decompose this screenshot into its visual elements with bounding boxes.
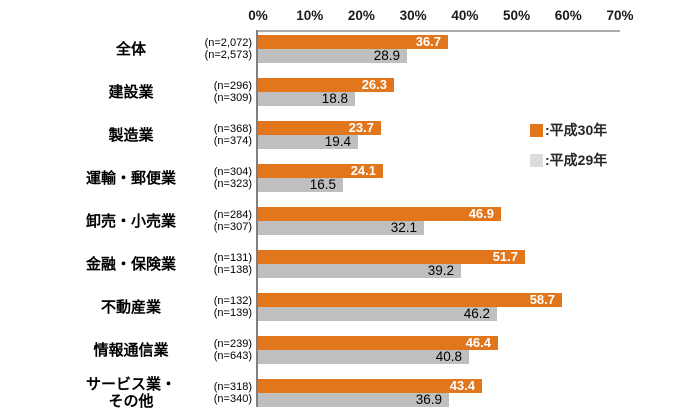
axis-tick-label: 60% <box>554 8 582 23</box>
bar-value-label: 36.9 <box>415 392 442 407</box>
bar-value-label: 19.4 <box>324 134 351 149</box>
bar-value-label: 51.7 <box>492 249 518 264</box>
n-count-label: (n=304) (n=323) <box>213 166 252 190</box>
category-label: 建設業 <box>108 83 154 101</box>
n-count-label: (n=239) (n=643) <box>213 338 252 362</box>
axis-tick-label: 30% <box>399 8 427 23</box>
bar-value-label: 46.4 <box>465 335 491 350</box>
category-label: 全体 <box>115 40 146 58</box>
bar-value-label: 46.9 <box>468 206 494 221</box>
axis-tick-label: 50% <box>503 8 531 23</box>
bar-heisei29: 39.2 <box>258 264 461 278</box>
n-count-label: (n=131) (n=138) <box>213 252 252 276</box>
category-label: 卸売・小売業 <box>85 212 176 230</box>
bar-heisei30: 46.4 <box>258 336 498 350</box>
legend-swatch-heisei29-icon <box>530 153 543 167</box>
bar-heisei30: 46.9 <box>258 207 501 221</box>
bar-heisei29: 46.2 <box>258 307 497 321</box>
legend-label-heisei29: :平成29年 <box>545 152 608 168</box>
bar-heisei30: 23.7 <box>258 121 381 135</box>
bar-value-label: 39.2 <box>427 263 454 278</box>
bar-value-label: 36.7 <box>415 34 441 49</box>
n-count-label: (n=2,072) (n=2,573) <box>204 37 252 61</box>
legend-label-heisei30: :平成30年 <box>545 122 608 138</box>
bar-value-label: 40.8 <box>435 349 462 364</box>
bar-value-label: 26.3 <box>361 77 387 92</box>
n-count-label: (n=296) (n=309) <box>213 80 252 104</box>
axis-tick-label: 40% <box>451 8 479 23</box>
axis-line-top <box>258 30 620 32</box>
bar-heisei30: 43.4 <box>258 379 482 393</box>
axis-tick-label: 20% <box>347 8 375 23</box>
n-count-label: (n=368) (n=374) <box>213 123 252 147</box>
n-count-label: (n=132) (n=139) <box>213 295 252 319</box>
axis-tick-label: 10% <box>296 8 324 23</box>
n-count-label: (n=284) (n=307) <box>213 209 252 233</box>
legend-swatch-heisei30-icon <box>530 123 543 137</box>
bar-heisei30: 58.7 <box>258 293 562 307</box>
category-label: 金融・保険業 <box>85 255 176 273</box>
bar-value-label: 18.8 <box>321 91 348 106</box>
axis-tick-label: 70% <box>606 8 634 23</box>
bar-heisei30: 51.7 <box>258 250 525 264</box>
axis-tick-label: 0% <box>248 8 268 23</box>
axis-line-left <box>256 30 258 407</box>
bar-heisei30: 24.1 <box>258 164 383 178</box>
bar-heisei29: 18.8 <box>258 92 355 106</box>
bar-heisei29: 16.5 <box>258 178 343 192</box>
bar-value-label: 46.2 <box>463 306 490 321</box>
bar-value-label: 24.1 <box>350 163 376 178</box>
bar-heisei30: 26.3 <box>258 78 394 92</box>
bar-value-label: 16.5 <box>309 177 336 192</box>
bar-value-label: 58.7 <box>529 292 555 307</box>
bar-value-label: 28.9 <box>373 48 400 63</box>
bar-heisei29: 19.4 <box>258 135 358 149</box>
bar-heisei29: 28.9 <box>258 49 407 63</box>
n-count-label: (n=318) (n=340) <box>213 381 252 405</box>
bar-value-label: 23.7 <box>348 120 374 135</box>
bar-heisei29: 40.8 <box>258 350 469 364</box>
category-label: 運輸・郵便業 <box>85 169 176 187</box>
bar-value-label: 43.4 <box>449 378 475 393</box>
category-label: 製造業 <box>108 126 154 144</box>
category-label: 不動産業 <box>100 298 161 316</box>
bar-heisei30: 36.7 <box>258 35 448 49</box>
category-label: 情報通信業 <box>93 341 169 359</box>
bar-heisei29: 36.9 <box>258 393 449 407</box>
legend-item-heisei30: :平成30年 <box>530 122 607 138</box>
category-label: サービス業・ その他 <box>85 376 176 410</box>
legend-item-heisei29: :平成29年 <box>530 152 607 168</box>
bar-heisei29: 32.1 <box>258 221 424 235</box>
bar-value-label: 32.1 <box>390 220 417 235</box>
